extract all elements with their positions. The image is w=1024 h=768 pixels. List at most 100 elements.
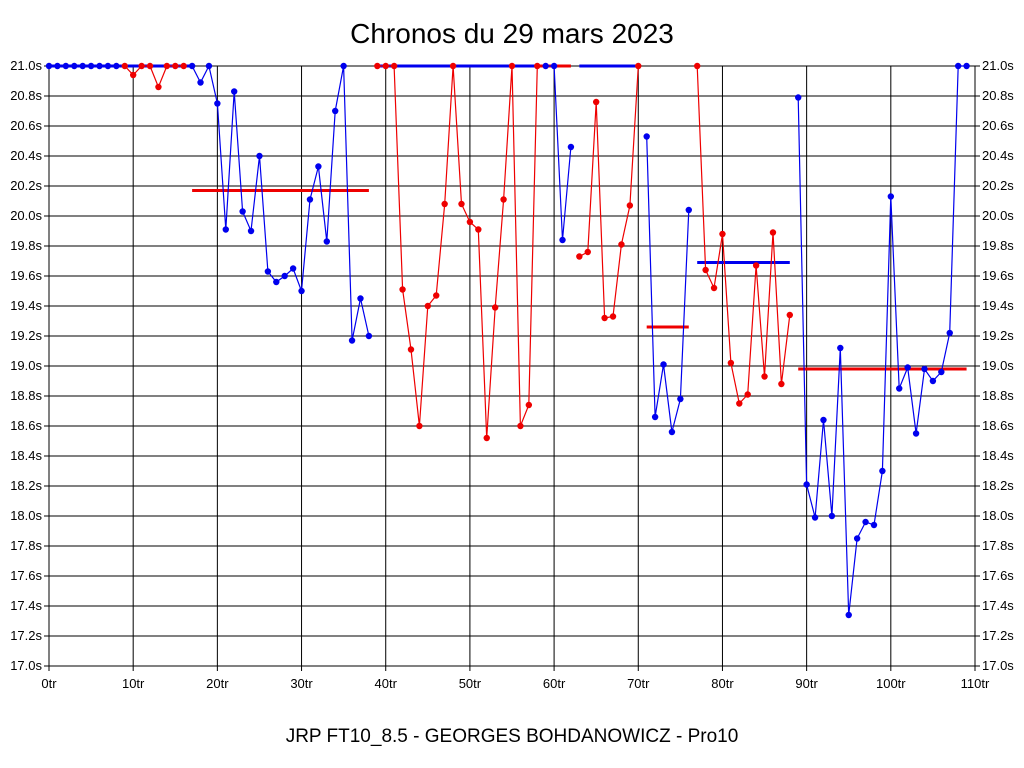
x-tick-label: 30tr: [290, 676, 313, 691]
y-tick-label-right: 20.0s: [982, 208, 1014, 223]
data-point: [592, 98, 600, 106]
data-point: [197, 79, 204, 86]
data-point: [222, 226, 229, 233]
data-point: [736, 400, 743, 407]
data-point: [104, 62, 112, 70]
data-point: [921, 365, 928, 373]
series-red: [576, 62, 642, 322]
data-point: [811, 514, 819, 521]
y-tick-label-right: 18.0s: [982, 508, 1014, 523]
y-tick-label-left: 17.6s: [10, 568, 42, 583]
series-red: [374, 62, 541, 442]
data-point: [382, 62, 389, 70]
data-point: [163, 62, 171, 70]
data-point: [643, 133, 650, 140]
data-point: [508, 62, 516, 70]
y-tick-label-left: 18.0s: [10, 508, 42, 523]
data-point: [247, 227, 255, 235]
data-point: [576, 253, 583, 260]
data-point: [273, 278, 280, 286]
data-point: [769, 229, 777, 236]
y-tick-label-left: 18.8s: [10, 388, 42, 403]
series-line: [545, 65, 572, 241]
data-point: [433, 292, 440, 299]
data-point: [677, 395, 684, 403]
series-blue: [795, 62, 970, 619]
y-tick-label-left: 20.0s: [10, 208, 42, 223]
data-point: [559, 236, 566, 244]
data-point: [879, 467, 886, 475]
data-point: [601, 314, 608, 322]
y-tick-label-right: 19.0s: [982, 358, 1014, 373]
y-tick-label-left: 20.4s: [10, 148, 42, 163]
data-point: [862, 518, 869, 526]
y-tick-label-left: 19.0s: [10, 358, 42, 373]
y-tick-label-right: 20.2s: [982, 178, 1014, 193]
data-point: [96, 62, 103, 70]
y-tick-label-right: 19.2s: [982, 328, 1014, 343]
data-point: [660, 361, 667, 368]
data-point: [71, 62, 78, 70]
data-point: [887, 193, 895, 200]
series-line: [377, 65, 538, 439]
data-point: [256, 152, 263, 160]
y-tick-label-right: 18.8s: [982, 388, 1014, 403]
data-point: [904, 364, 911, 371]
data-point: [180, 62, 187, 70]
y-tick-label-left: 18.6s: [10, 418, 42, 433]
data-point: [155, 83, 162, 91]
data-point: [896, 385, 903, 392]
data-point: [837, 344, 844, 352]
data-point: [946, 329, 953, 337]
data-point: [795, 94, 802, 101]
data-point: [205, 62, 213, 70]
data-point: [289, 265, 297, 272]
data-point: [399, 286, 406, 293]
y-tick-label-right: 21.0s: [982, 58, 1014, 73]
chart-subtitle: JRP FT10_8.5 - GEORGES BOHDANOWICZ - Pro…: [286, 726, 739, 747]
data-point: [845, 611, 852, 619]
x-tick-label: 40tr: [375, 676, 398, 691]
data-point: [79, 62, 86, 70]
data-point: [483, 434, 490, 442]
y-tick-label-left: 17.4s: [10, 598, 42, 613]
y-tick-label-left: 17.2s: [10, 628, 42, 643]
data-point: [609, 313, 617, 320]
data-point: [306, 196, 314, 203]
y-tick-label-left: 20.8s: [10, 88, 42, 103]
data-point: [129, 71, 137, 79]
series-line: [797, 65, 967, 616]
data-point: [214, 100, 221, 107]
series-red: [694, 62, 793, 407]
data-point: [441, 200, 448, 208]
data-point: [231, 88, 238, 95]
series-line: [579, 65, 639, 319]
data-point: [87, 62, 95, 70]
data-point: [542, 62, 549, 70]
series-line: [696, 65, 791, 405]
data-point: [963, 62, 970, 70]
series-blue: [45, 62, 120, 70]
axis-ticks: 17.0s 17.0s 17.2s 17.2s 17.4s 17.4s 17.6s 17.6s…: [10, 58, 1014, 691]
series-blue: [188, 62, 373, 344]
data-point: [929, 377, 937, 385]
data-point: [323, 238, 330, 245]
data-point: [365, 332, 373, 340]
data-point: [416, 422, 423, 430]
data-point: [466, 218, 474, 226]
y-tick-label-left: 19.2s: [10, 328, 42, 343]
x-tick-label: 60tr: [543, 676, 566, 691]
y-tick-label-right: 20.8s: [982, 88, 1014, 103]
data-point: [685, 206, 692, 214]
data-point: [374, 62, 381, 70]
data-point: [332, 107, 339, 115]
data-point: [45, 62, 53, 70]
average-lines: [49, 64, 967, 371]
x-tick-label: 80tr: [711, 676, 734, 691]
data-point: [954, 62, 962, 70]
data-point: [340, 62, 347, 70]
data-point: [188, 62, 196, 70]
data-point: [820, 416, 827, 424]
data-point: [113, 62, 120, 70]
